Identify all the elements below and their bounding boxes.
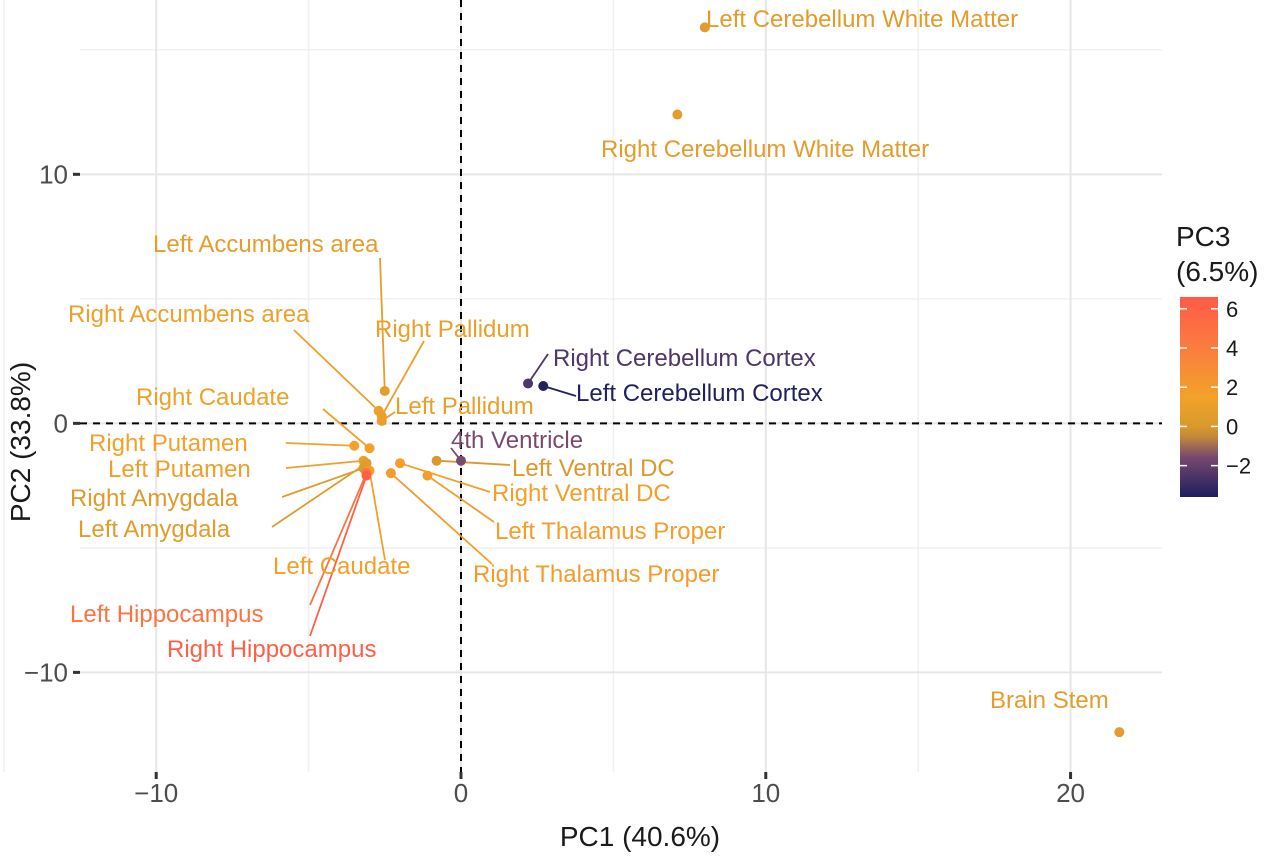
point-label: Left Ventral DC [512, 455, 675, 482]
leader-line [271, 462, 368, 528]
x-tick-label: −10 [134, 778, 178, 808]
leader-line [543, 385, 577, 397]
point-label: Left Pallidum [395, 393, 534, 420]
y-axis-title: PC2 (33.8%) [5, 362, 36, 522]
colorbar-title-line2: (6.5%) [1176, 256, 1258, 287]
data-point [523, 378, 534, 389]
leader-line [399, 462, 491, 493]
point-label: Right Accumbens area [68, 301, 310, 328]
point-label: Right Pallidum [375, 316, 530, 343]
data-point [379, 385, 390, 396]
colorbar-title-line1: PC3 [1176, 221, 1230, 252]
colorbar-legend: PC3 (6.5%) 6 4 2 0 −2 [1176, 221, 1258, 497]
point-label: Left Cerebellum White Matter [706, 6, 1018, 33]
data-point [395, 458, 406, 469]
leader-line [436, 459, 511, 466]
colorbar-tick-label: 4 [1226, 336, 1238, 361]
data-point [1114, 727, 1125, 738]
leader-line [293, 329, 380, 412]
leader-line [309, 472, 368, 606]
label-leader-lines [271, 257, 577, 637]
data-point [672, 109, 683, 120]
y-tick-label: 10 [39, 159, 68, 189]
leader-line [527, 353, 549, 385]
point-label: Left Putamen [108, 456, 251, 483]
data-point [361, 458, 372, 469]
leader-line [285, 459, 364, 469]
data-points [349, 22, 1125, 738]
point-label: Right Amygdala [70, 485, 239, 512]
data-point [376, 415, 387, 426]
leader-line [380, 340, 425, 417]
data-point [431, 455, 442, 466]
y-tick-label: −10 [24, 657, 68, 687]
colorbar-tick-label: 6 [1226, 297, 1238, 322]
x-axis-title: PC1 (40.6%) [560, 821, 720, 852]
leader-line [390, 472, 493, 565]
colorbar-ticks: 6 4 2 0 −2 [1180, 297, 1251, 479]
y-axis-ticks: −10 0 10 [24, 159, 80, 687]
colorbar-tick-label: 0 [1226, 414, 1238, 439]
point-label: 4th Ventricle [451, 427, 583, 454]
leader-line [309, 475, 368, 637]
x-axis-ticks: −10 0 10 20 [134, 772, 1085, 808]
point-label: Right Cerebellum White Matter [601, 136, 929, 163]
data-point [349, 440, 360, 451]
data-point [538, 381, 549, 391]
data-point [422, 470, 433, 481]
colorbar-tick-label: 2 [1226, 375, 1238, 400]
leader-line [426, 474, 495, 523]
point-label: Left Accumbens area [153, 231, 379, 258]
point-label: Left Caudate [273, 553, 410, 580]
data-point [364, 443, 375, 454]
leader-line [285, 442, 355, 447]
x-tick-label: 10 [751, 778, 780, 808]
colorbar-tick-label: −2 [1226, 454, 1251, 479]
point-label: Brain Stem [990, 687, 1109, 714]
data-point [699, 22, 710, 33]
colorbar-gradient [1180, 297, 1218, 497]
point-label: Right Putamen [89, 430, 248, 457]
point-label: Left Thalamus Proper [495, 518, 725, 545]
point-labels: Left Cerebellum White Matter Right Cerebe… [68, 6, 1109, 714]
point-label: Right Caudate [136, 384, 289, 411]
leader-line [322, 408, 371, 449]
point-label: Right Hippocampus [167, 636, 376, 663]
reference-lines [80, 0, 1162, 772]
x-tick-label: 20 [1056, 778, 1085, 808]
y-tick-label: 0 [54, 408, 68, 438]
point-label: Left Hippocampus [70, 601, 263, 628]
data-point [361, 470, 372, 481]
point-label: Right Ventral DC [492, 480, 671, 507]
point-label: Right Thalamus Proper [473, 561, 719, 588]
data-point [455, 455, 466, 466]
leader-line [281, 467, 364, 498]
data-point [385, 468, 396, 479]
x-tick-label: 0 [454, 778, 468, 808]
leader-line [379, 257, 386, 392]
point-label: Left Cerebellum Cortex [576, 380, 823, 407]
leader-line [368, 470, 386, 561]
point-label: Right Cerebellum Cortex [553, 345, 816, 372]
point-label: Left Amygdala [78, 516, 231, 543]
